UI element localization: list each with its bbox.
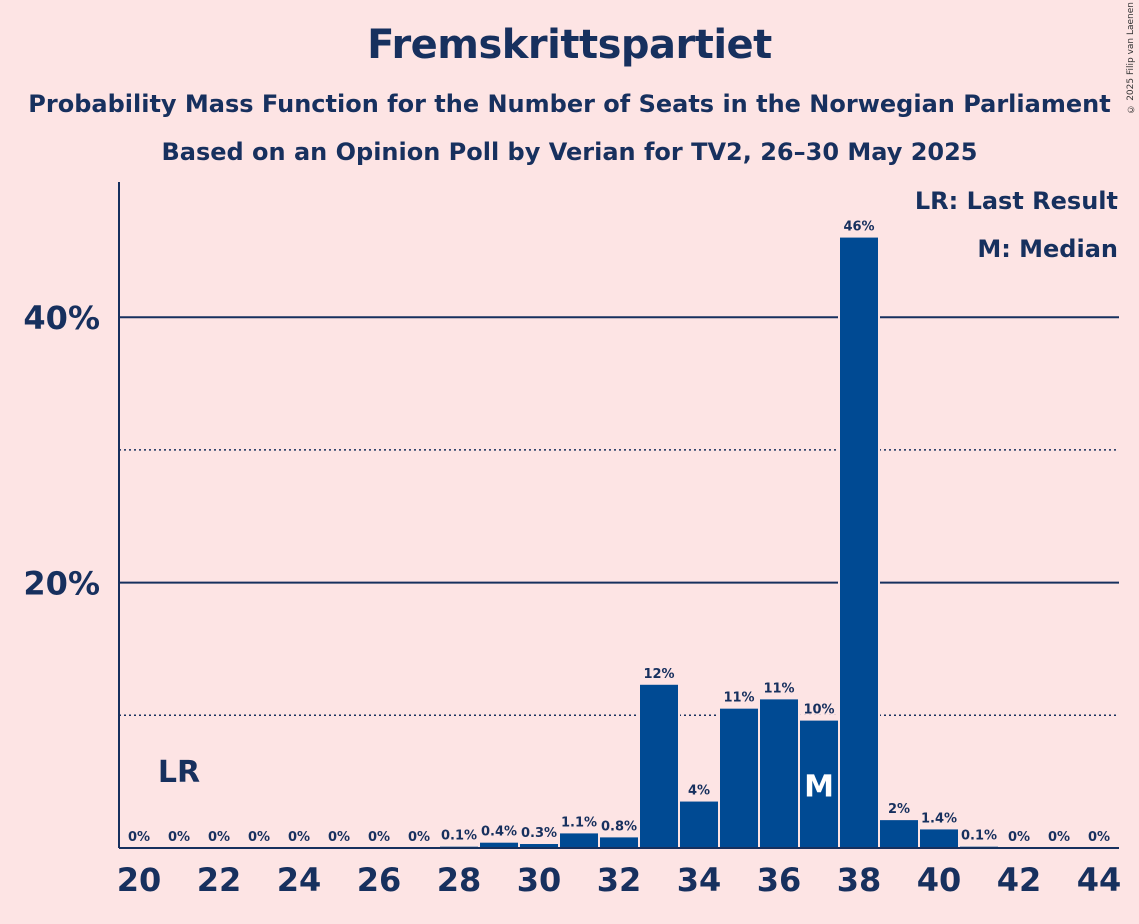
bar-37 <box>800 720 838 848</box>
data-label-39: 2% <box>888 802 910 817</box>
bar-35 <box>720 708 758 848</box>
data-label-36: 11% <box>763 681 794 696</box>
y-tick-label: 40% <box>23 299 100 337</box>
data-label-25: 0% <box>328 830 350 845</box>
x-tick-label: 34 <box>677 861 722 899</box>
data-label-33: 12% <box>643 667 674 682</box>
bar-40 <box>920 829 958 848</box>
data-label-35: 11% <box>723 691 754 706</box>
x-tick-label: 32 <box>597 861 642 899</box>
chart-subtitle-source: Based on an Opinion Poll by Verian for T… <box>161 138 978 166</box>
data-label-43: 0% <box>1048 830 1070 845</box>
bar-29 <box>480 842 518 848</box>
data-label-42: 0% <box>1008 830 1030 845</box>
data-label-30: 0.3% <box>521 826 557 841</box>
x-tick-label: 20 <box>117 861 162 899</box>
data-label-41: 0.1% <box>961 829 997 844</box>
chart-subtitle: Probability Mass Function for the Number… <box>28 90 1111 118</box>
legend-last-result: LR: Last Result <box>915 187 1118 215</box>
data-label-38: 46% <box>843 220 874 235</box>
bar-gap <box>518 838 560 848</box>
legend-median: M: Median <box>977 235 1118 263</box>
bar-33 <box>640 684 678 848</box>
x-tick-label: 24 <box>277 861 322 899</box>
data-label-34: 4% <box>688 784 710 799</box>
bar-38 <box>840 237 878 848</box>
bar-31 <box>560 833 598 848</box>
x-tick-label: 42 <box>997 861 1042 899</box>
bar-gap <box>958 840 1000 848</box>
bar-32 <box>600 837 638 848</box>
data-label-24: 0% <box>288 830 310 845</box>
data-label-31: 1.1% <box>561 815 597 830</box>
data-label-28: 0.1% <box>441 829 477 844</box>
chart-title: Fremskrittspartiet <box>367 22 772 68</box>
data-label-23: 0% <box>248 830 270 845</box>
bar-36 <box>760 699 798 848</box>
x-tick-label: 38 <box>837 861 882 899</box>
x-tick-label: 26 <box>357 861 402 899</box>
data-label-20: 0% <box>128 830 150 845</box>
bar-gap <box>438 840 480 848</box>
data-label-44: 0% <box>1088 830 1110 845</box>
y-tick-label: 20% <box>23 565 100 603</box>
bar-30 <box>520 844 558 848</box>
bar-34 <box>680 801 718 848</box>
bar-gap <box>478 836 520 848</box>
data-label-22: 0% <box>208 830 230 845</box>
data-label-32: 0.8% <box>601 819 637 834</box>
data-label-29: 0.4% <box>481 825 517 840</box>
x-tick-label: 40 <box>917 861 962 899</box>
x-tick-label: 28 <box>437 861 482 899</box>
x-tick-label: 44 <box>1077 861 1122 899</box>
last-result-marker: LR <box>158 755 200 790</box>
x-tick-label: 22 <box>197 861 242 899</box>
bar-39 <box>880 820 918 848</box>
data-label-37: 10% <box>803 703 834 718</box>
data-label-40: 1.4% <box>921 811 957 826</box>
x-tick-label: 30 <box>517 861 562 899</box>
data-label-21: 0% <box>168 830 190 845</box>
data-label-26: 0% <box>368 830 390 845</box>
median-marker: M <box>804 769 834 804</box>
data-label-27: 0% <box>408 830 430 845</box>
x-tick-label: 36 <box>757 861 802 899</box>
